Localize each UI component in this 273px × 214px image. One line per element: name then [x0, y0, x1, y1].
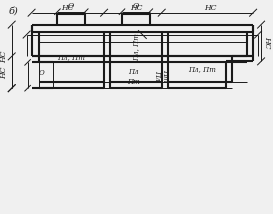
Text: б): б)	[9, 7, 19, 16]
Text: Пл, Пт: Пл, Пт	[57, 53, 85, 61]
Text: НС: НС	[0, 50, 8, 63]
Text: Пл: Пл	[153, 70, 161, 81]
Text: Пл, Пт: Пл, Пт	[132, 33, 140, 61]
Text: О: О	[39, 69, 44, 77]
Text: НС: НС	[62, 4, 74, 12]
Text: Пт: Пт	[127, 78, 140, 86]
Text: НС: НС	[263, 36, 271, 49]
Text: НС: НС	[130, 4, 142, 12]
Text: НС: НС	[204, 4, 217, 12]
Text: Пл, Пт: Пл, Пт	[188, 65, 216, 73]
Text: О: О	[68, 2, 75, 10]
Text: НС: НС	[0, 66, 8, 79]
Text: О: О	[133, 2, 139, 10]
Text: Пл: Пл	[129, 68, 139, 76]
Text: Пт: Пт	[161, 69, 169, 82]
